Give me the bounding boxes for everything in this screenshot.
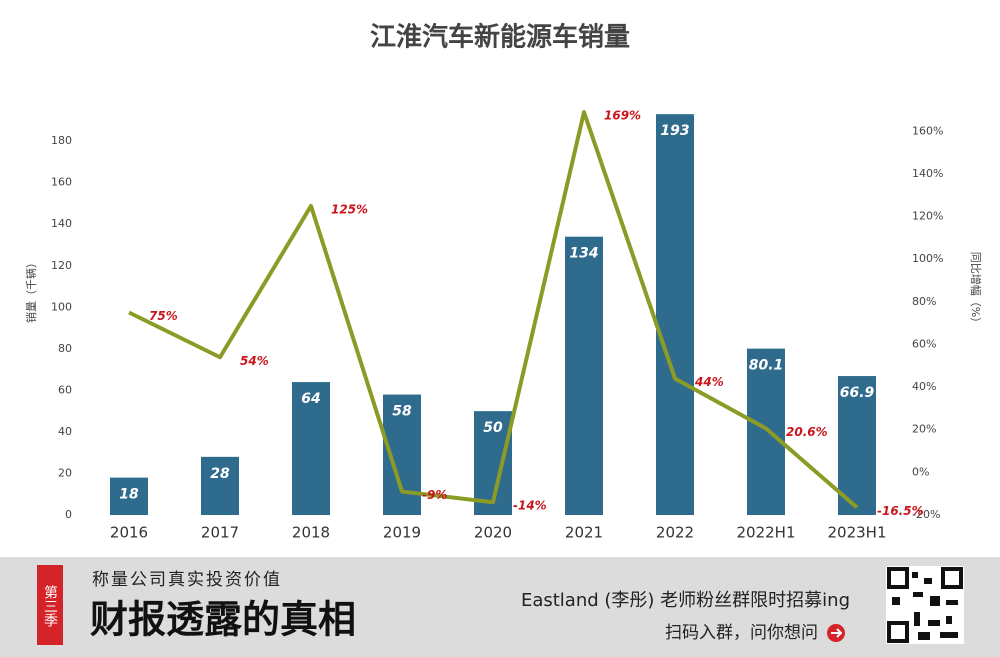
- bar-value-label: 66.9: [840, 385, 875, 401]
- y2-tick-label: 80%: [912, 295, 936, 308]
- line-value-label: 125%: [331, 202, 368, 216]
- line-value-label: 44%: [694, 375, 724, 389]
- y-tick-label: 160: [51, 176, 72, 189]
- line-value-label: -9%: [422, 488, 447, 502]
- line-value-label: 169%: [604, 109, 641, 123]
- bar: [110, 477, 148, 515]
- y2-tick-label: 140%: [912, 167, 943, 180]
- bar: [201, 456, 239, 515]
- y2-tick-label: 100%: [912, 252, 943, 265]
- line-value-label: 54%: [240, 354, 269, 368]
- bar-value-label: 134: [569, 246, 598, 262]
- x-tick-label: 2016: [110, 524, 148, 542]
- y-tick-label: 60: [58, 383, 72, 396]
- y2-tick-label: -20%: [912, 508, 940, 521]
- y2-tick-label: 60%: [912, 337, 936, 350]
- bar-value-label: 80.1: [749, 358, 784, 374]
- qr-code: [886, 566, 964, 644]
- y2-tick-label: 160%: [912, 124, 943, 137]
- bar-value-label: 28: [210, 466, 230, 482]
- line-value-label: -14%: [513, 499, 547, 513]
- chart-title: 江淮汽车新能源车销量: [370, 22, 630, 53]
- footer-headline: 财报透露的真相: [90, 597, 356, 642]
- bar-value-label: 193: [660, 123, 689, 139]
- x-tick-label: 2023H1: [828, 524, 887, 542]
- bar: [656, 114, 694, 516]
- x-tick-label: 2017: [201, 524, 239, 542]
- bar: [747, 348, 785, 515]
- x-tick-label: 2021: [565, 524, 603, 542]
- footer-tag: 第三季: [42, 584, 58, 627]
- x-tick-label: 2022: [656, 524, 694, 542]
- line: [128, 110, 859, 510]
- y2-tick-label: 0%: [912, 465, 929, 478]
- y2-axis-label: 同比增幅（%）: [969, 252, 983, 328]
- bar: [565, 236, 603, 515]
- x-tick-label: 2022H1: [737, 524, 796, 542]
- bar-value-label: 58: [392, 404, 412, 420]
- footer-promo: Eastland (李彤) 老师粉丝群限时招募ing: [521, 590, 850, 611]
- bar-value-label: 64: [301, 391, 320, 407]
- y2-tick-label: 120%: [912, 210, 943, 223]
- bar-value-label: 18: [119, 487, 139, 503]
- y-axis-label: 销量（千辆）: [24, 257, 38, 323]
- line-value-label: -16.5%: [877, 504, 924, 518]
- y2-tick-label: 40%: [912, 380, 936, 393]
- cta-arrow: [831, 628, 843, 638]
- footer-tag-background: [37, 565, 63, 645]
- y-tick-label: 40: [58, 425, 72, 438]
- footer-subtitle: 称量公司真实投资价值: [92, 570, 282, 590]
- x-tick-label: 2018: [292, 524, 330, 542]
- footer-cta: 扫码入群，问你想问: [665, 623, 818, 643]
- bar-value-label: 50: [483, 420, 503, 436]
- y-tick-label: 80: [58, 342, 72, 355]
- y-tick-label: 0: [65, 508, 72, 521]
- y-tick-label: 20: [58, 466, 72, 479]
- x-tick-label: 2019: [383, 524, 421, 542]
- y-tick-label: 100: [51, 300, 72, 313]
- y-tick-label: 120: [51, 259, 72, 272]
- y-tick-label: 180: [51, 134, 72, 147]
- bar: [292, 382, 330, 515]
- line-value-label: 20.6%: [786, 425, 828, 439]
- y-tick-label: 140: [51, 217, 72, 230]
- line-value-label: 75%: [149, 309, 178, 323]
- y2-tick-label: 20%: [912, 423, 936, 436]
- bar: [838, 376, 876, 515]
- x-tick-label: 2020: [474, 524, 512, 542]
